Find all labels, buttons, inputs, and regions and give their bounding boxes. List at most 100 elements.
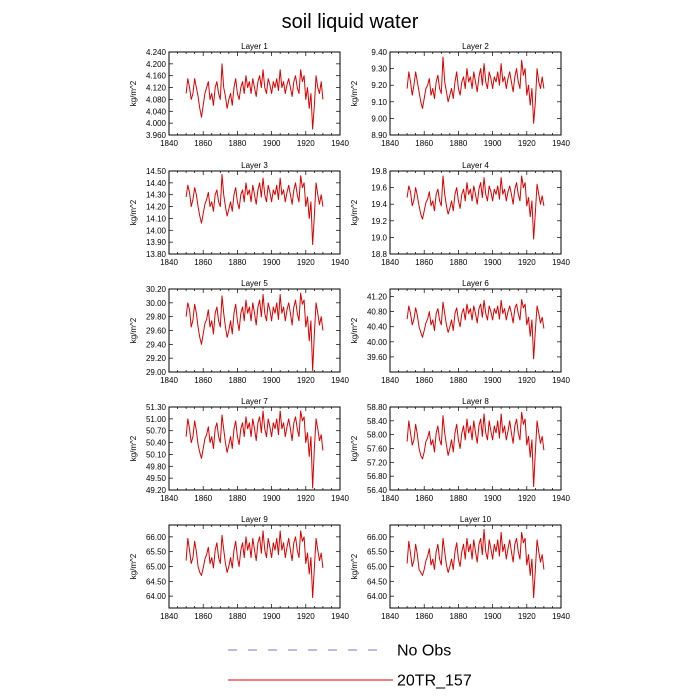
y-tick-label: 14.40 — [146, 179, 167, 188]
y-tick-label: 65.50 — [367, 548, 388, 557]
legend-no-obs-label: No Obs — [397, 643, 451, 660]
x-tick-label: 1920 — [297, 376, 315, 385]
x-tick-label: 1880 — [229, 258, 247, 267]
x-tick-label: 1860 — [194, 139, 212, 148]
x-tick-label: 1860 — [194, 612, 212, 621]
y-tick-label: 3.960 — [146, 131, 167, 140]
y-tick-label: 64.00 — [146, 592, 167, 601]
panel-layer-3: Layer 3 1840 1860 1880 1900 1920 1940 13.80 13.9… — [129, 161, 349, 267]
panels: Layer 1 1840 1860 1880 1900 1920 1940 3.960 4.00… — [129, 42, 570, 621]
y-tick-label: 57.60 — [367, 445, 388, 454]
y-axis-label: kg/m^2 — [129, 80, 138, 106]
y-tick-label: 8.90 — [371, 131, 387, 140]
panel-layer-7: Layer 7 1840 1860 1880 1900 1920 1940 49.20 49.5… — [129, 397, 349, 503]
panel-title: Layer 10 — [460, 515, 492, 524]
y-tick-label: 50.70 — [146, 427, 167, 436]
panel-layer-10: Layer 10 1840 1860 1880 1900 1920 1940 64.00 64.… — [350, 515, 570, 621]
x-tick-label: 1920 — [297, 612, 315, 621]
series-line-20tr157 — [185, 410, 324, 489]
x-tick-label: 1840 — [381, 139, 399, 148]
y-tick-label: 13.90 — [146, 238, 167, 247]
x-tick-label: 1880 — [450, 494, 468, 503]
y-tick-label: 49.80 — [146, 462, 167, 471]
x-tick-label: 1920 — [518, 139, 536, 148]
x-tick-label: 1860 — [415, 258, 433, 267]
series-line-20tr157 — [406, 528, 545, 599]
series-line-20tr157 — [406, 56, 545, 124]
y-tick-label: 51.30 — [146, 403, 167, 412]
series-line-20tr157 — [406, 299, 545, 360]
x-tick-label: 1920 — [518, 258, 536, 267]
panel-layer-4: Layer 4 1840 1860 1880 1900 1920 1940 18.8 19.0 1… — [350, 161, 570, 267]
y-tick-label: 4.200 — [146, 60, 167, 69]
panel-layer-8: Layer 8 1840 1860 1880 1900 1920 1940 56.40 56.8… — [350, 397, 570, 503]
x-tick-label: 1840 — [381, 494, 399, 503]
y-tick-label: 29.80 — [146, 313, 167, 322]
x-tick-label: 1940 — [552, 376, 570, 385]
x-tick-label: 1860 — [415, 139, 433, 148]
y-axis-label: kg/m^2 — [129, 553, 138, 579]
y-tick-label: 4.080 — [146, 95, 167, 104]
panel-title: Layer 4 — [462, 161, 489, 170]
x-tick-label: 1860 — [194, 258, 212, 267]
x-tick-label: 1840 — [381, 612, 399, 621]
x-tick-label: 1880 — [229, 612, 247, 621]
y-axis-label: kg/m^2 — [129, 199, 138, 225]
series-line-20tr157 — [406, 411, 545, 488]
x-tick-label: 1940 — [552, 612, 570, 621]
y-tick-label: 4.000 — [146, 119, 167, 128]
y-tick-label: 65.00 — [146, 563, 167, 572]
y-tick-label: 29.20 — [146, 354, 167, 363]
panel-title: Layer 1 — [241, 42, 268, 51]
series-line-20tr157 — [185, 174, 324, 246]
series-line-20tr157 — [185, 63, 324, 130]
y-tick-label: 58.80 — [367, 403, 388, 412]
y-axis-label: kg/m^2 — [350, 80, 359, 106]
y-tick-label: 40.00 — [367, 338, 388, 347]
y-tick-label: 9.30 — [371, 65, 387, 74]
y-tick-label: 30.20 — [146, 285, 167, 294]
y-tick-label: 29.40 — [146, 340, 167, 349]
y-tick-label: 50.40 — [146, 439, 167, 448]
y-tick-label: 40.40 — [367, 323, 388, 332]
x-tick-label: 1900 — [263, 258, 281, 267]
y-tick-label: 58.00 — [367, 431, 388, 440]
x-tick-label: 1880 — [450, 612, 468, 621]
y-axis-label: kg/m^2 — [350, 553, 359, 579]
panel-title: Layer 2 — [462, 42, 489, 51]
x-tick-label: 1840 — [160, 612, 178, 621]
x-tick-label: 1900 — [484, 494, 502, 503]
y-axis-label: kg/m^2 — [129, 317, 138, 343]
panel-layer-6: Layer 6 1840 1860 1880 1900 1920 1940 39.60 40.0… — [350, 279, 570, 385]
y-tick-label: 58.40 — [367, 417, 388, 426]
y-tick-label: 13.80 — [146, 250, 167, 259]
y-tick-label: 29.60 — [146, 327, 167, 336]
y-tick-label: 49.50 — [146, 474, 167, 483]
y-tick-label: 49.20 — [146, 486, 167, 495]
x-tick-label: 1900 — [263, 376, 281, 385]
y-tick-label: 56.40 — [367, 486, 388, 495]
panel-layer-5: Layer 5 1840 1860 1880 1900 1920 1940 29.00 29.2… — [129, 279, 349, 385]
panel-title: Layer 8 — [462, 397, 489, 406]
y-tick-label: 29.00 — [146, 368, 167, 377]
x-tick-label: 1900 — [263, 612, 281, 621]
y-tick-label: 14.10 — [146, 214, 167, 223]
x-tick-label: 1880 — [450, 139, 468, 148]
series-line-20tr157 — [185, 530, 324, 599]
x-tick-label: 1940 — [331, 612, 349, 621]
x-tick-label: 1940 — [331, 376, 349, 385]
x-tick-label: 1900 — [484, 139, 502, 148]
y-tick-label: 9.20 — [371, 81, 387, 90]
x-tick-label: 1900 — [484, 612, 502, 621]
y-tick-label: 19.0 — [371, 233, 387, 242]
y-tick-label: 66.00 — [367, 533, 388, 542]
x-tick-label: 1860 — [415, 494, 433, 503]
legend-20tr157-label: 20TR_157 — [397, 673, 472, 690]
x-tick-label: 1940 — [331, 258, 349, 267]
figure-title: soil liquid water — [282, 11, 419, 33]
x-tick-label: 1840 — [160, 376, 178, 385]
x-tick-label: 1860 — [415, 376, 433, 385]
x-tick-label: 1860 — [194, 494, 212, 503]
y-tick-label: 19.4 — [371, 200, 387, 209]
